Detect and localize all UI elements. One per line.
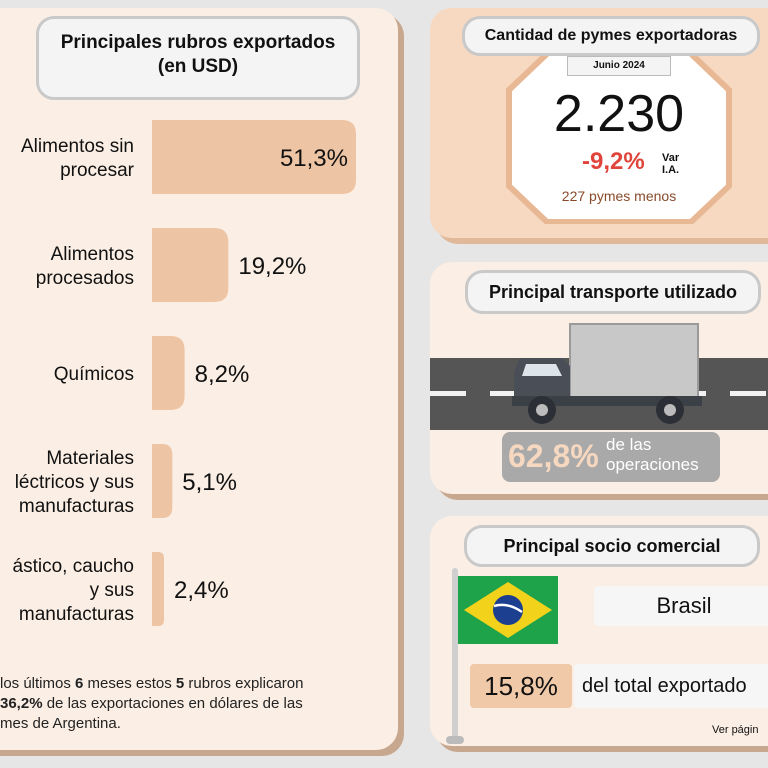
pymes-count: 2.230 <box>553 85 685 143</box>
bar-value-label-2: 8,2% <box>195 361 250 388</box>
pymes-period: Junio 2024 <box>567 56 671 76</box>
note-share: 36,2% <box>0 695 43 712</box>
category-label-3-1: léctricos y sus <box>15 472 134 493</box>
note-line2: 36,2% de las exportaciones en dólares de… <box>0 694 400 714</box>
category-label-2-0: Químicos <box>54 364 134 385</box>
truck-icon <box>512 323 702 424</box>
bar-value-label-1: 19,2% <box>238 253 306 280</box>
partner-share: 15,8% <box>470 664 572 708</box>
category-label-1-0: Alimentos <box>51 244 134 265</box>
category-label-3-0: Materiales <box>46 448 134 469</box>
category-label-3-2: manufacturas <box>19 496 134 517</box>
bar-value-label-4: 2,4% <box>174 577 229 604</box>
transport-desc: de las operaciones <box>606 435 699 475</box>
bar-value-label-0: 51,3% <box>280 145 348 172</box>
rubros-note: los últimos 6 meses estos 5 rubros expli… <box>0 674 400 734</box>
category-label-0-0: Alimentos sin <box>21 136 134 157</box>
category-label-4-0: ástico, caucho <box>13 556 134 577</box>
note-line1: los últimos 6 meses estos 5 rubros expli… <box>0 674 400 694</box>
transport-title: Principal transporte utilizado <box>465 270 761 314</box>
note-part3: rubros explicaron <box>184 675 304 692</box>
rubros-bar-chart: 51,3% Alimentos sin procesar 19,2% Alimentos… <box>13 120 356 626</box>
transport-share: 62,8% <box>508 438 599 474</box>
note-part4: de las exportaciones en dólares de las <box>42 695 303 712</box>
bar-0 <box>152 120 356 194</box>
category-label-1-1: procesados <box>36 268 134 289</box>
pymes-octagon-badge <box>506 47 732 224</box>
transport-stat-box <box>502 432 720 482</box>
bar-2 <box>152 336 185 410</box>
rubros-title-line1: Principales rubros exportados <box>60 32 336 53</box>
bar-1 <box>152 228 229 302</box>
note-line3: mes de Argentina. <box>0 715 121 732</box>
see-page-link[interactable]: Ver págin <box>712 724 759 736</box>
flagpole <box>452 568 458 740</box>
bar-3 <box>152 444 173 518</box>
pymes-title: Cantidad de pymes exportadoras <box>462 16 760 56</box>
brazil-flag-icon <box>458 576 558 644</box>
rubros-title: Principales rubros exportados (en USD) <box>36 16 360 100</box>
pymes-difference: 227 pymes menos <box>561 188 677 204</box>
pymes-variation-label: Var I.A. <box>662 152 679 176</box>
category-label-0-1: procesar <box>60 160 135 181</box>
note-count: 5 <box>175 675 185 692</box>
note-part1: los últimos <box>0 675 76 692</box>
variation-label-line2: I.A. <box>662 164 680 176</box>
transport-desc-line2: operaciones <box>606 455 699 474</box>
flagpole-base <box>446 736 464 744</box>
transport-desc-line1: de las <box>606 435 652 454</box>
partner-country: Brasil <box>594 586 768 626</box>
partner-desc: del total exportado <box>574 664 768 708</box>
bar-value-label-3: 5,1% <box>182 469 237 496</box>
category-label-4-1: y sus <box>90 580 134 601</box>
category-label-4-2: manufacturas <box>19 604 134 625</box>
bar-4 <box>152 552 164 626</box>
variation-label-line1: Var <box>662 152 680 164</box>
note-part2: meses estos <box>83 675 176 692</box>
rubros-title-line2: (en USD) <box>157 56 239 77</box>
pymes-variation: -9,2% <box>582 148 645 175</box>
partner-title: Principal socio comercial <box>464 525 760 567</box>
note-months: 6 <box>75 675 84 692</box>
